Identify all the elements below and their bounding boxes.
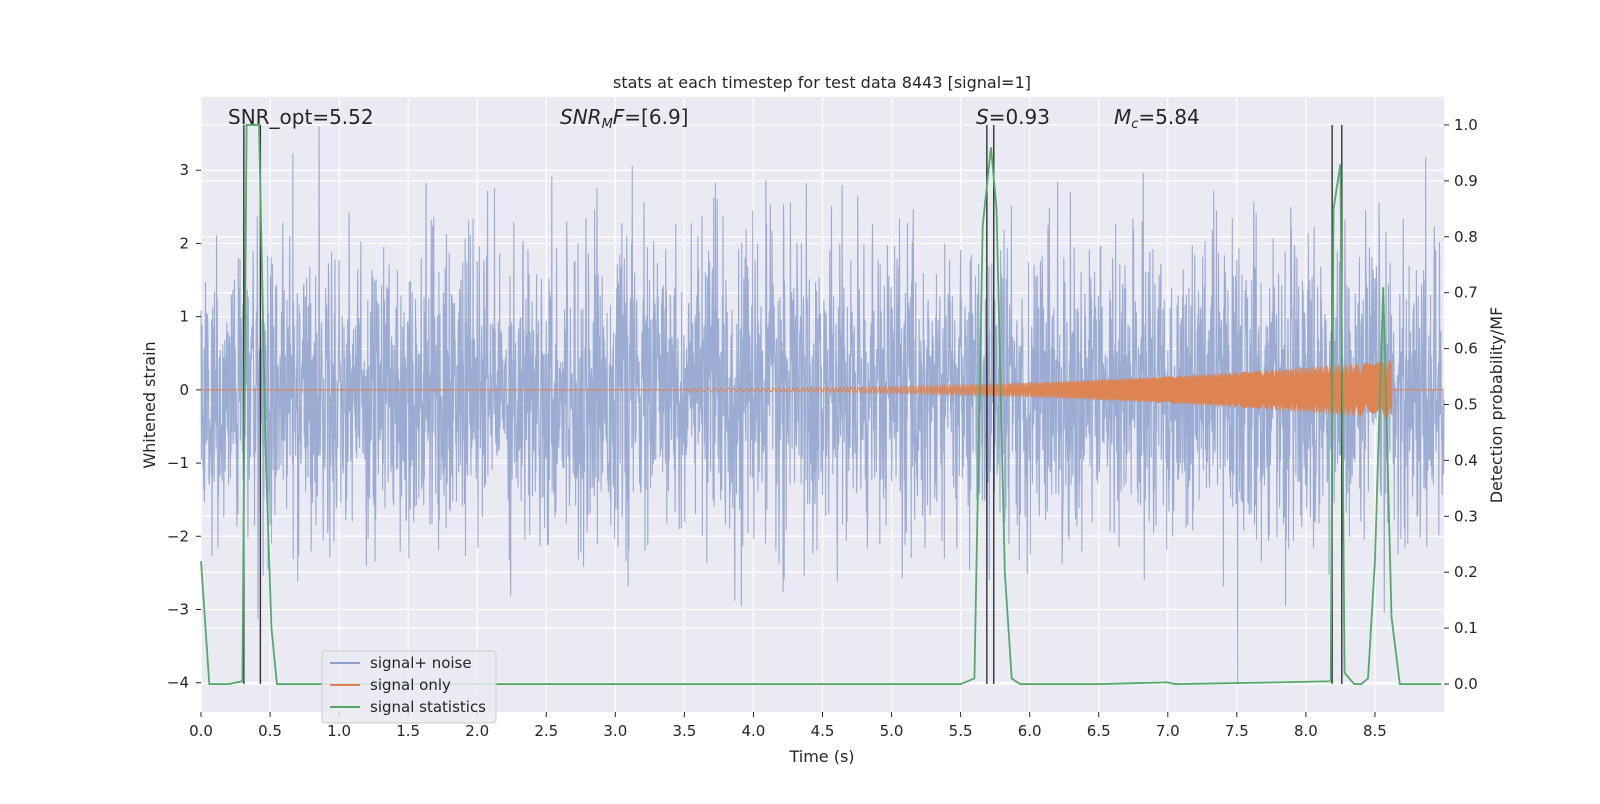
legend-box — [321, 650, 497, 724]
y-right-tick-label: 0.5 — [1454, 396, 1478, 414]
statistics-series-layer — [200, 124, 1442, 685]
annotation-snr-mf-value: =[6.9] — [624, 105, 688, 129]
y-tick-label: 1 — [179, 308, 189, 326]
x-axis-title: Time (s) — [788, 747, 854, 766]
x-tick-label: 2.0 — [465, 722, 489, 740]
y-right-tick-label: 0.3 — [1454, 507, 1478, 525]
x-tick-label: 4.0 — [742, 722, 766, 740]
y-right-axis-title: Detection probability/MF — [1487, 307, 1506, 504]
legend-label-noise: signal+ noise — [370, 654, 472, 672]
y-right-tick-label: 0.8 — [1454, 228, 1478, 246]
axes-layer: 0.0 0.5 1.0 1.5 2.0 2.5 3.0 3.5 4.0 4.5 5.0 5.5 6.0 6… — [167, 116, 1478, 740]
annotation-mc-value: Mc=5.84 — [1114, 105, 1200, 132]
x-tick-label: 3.0 — [603, 722, 627, 740]
y-right-tick-label: 0.4 — [1454, 451, 1478, 469]
y-tick-label: 2 — [179, 234, 189, 252]
y-tick-label: −3 — [167, 601, 189, 619]
annotation-snr-mf-main: SNR — [560, 105, 602, 129]
legend: signal+ noise signal only signal statist… — [321, 650, 497, 724]
x-tick-label: 0.5 — [258, 722, 282, 740]
legend-label-statistics: signal statistics — [370, 698, 486, 716]
y-tick-label: 0 — [179, 381, 189, 399]
x-tick-label: 7.5 — [1225, 722, 1249, 740]
signal-statistics-line — [200, 124, 1442, 685]
annotation-mc-main: M — [1114, 105, 1131, 129]
y-axis-title: Whitened strain — [140, 341, 159, 468]
x-tick-label: 8.0 — [1294, 722, 1318, 740]
annotation-snr-opt: SNR_opt=5.52 — [228, 105, 374, 129]
x-tick-label: 5.0 — [880, 722, 904, 740]
y-tick-label: 3 — [179, 161, 189, 179]
noise-series-line — [200, 126, 1445, 683]
y-right-tick-label: 0.1 — [1454, 619, 1478, 637]
annotation-snr-mf: SNRMF=[6.9] — [560, 105, 688, 132]
y-tick-label: −4 — [167, 674, 189, 692]
y-tick-label: −1 — [167, 454, 189, 472]
x-tick-label: 0.0 — [189, 722, 213, 740]
y-right-tick-label: 0.0 — [1454, 675, 1478, 693]
noise-series-layer — [200, 126, 1445, 683]
chart-title: stats at each timestep for test data 844… — [613, 73, 1031, 92]
y-right-tick-label: 1.0 — [1454, 116, 1478, 134]
annotation-snr-mf-sub: M — [602, 117, 613, 132]
x-tick-label: 1.0 — [327, 722, 351, 740]
annotation-s-value: S=0.93 — [976, 105, 1050, 129]
x-tick-label: 2.5 — [534, 722, 558, 740]
y-tick-label: −2 — [167, 527, 189, 545]
x-tick-label: 6.5 — [1087, 722, 1111, 740]
y-right-tick-label: 0.9 — [1454, 172, 1478, 190]
signal-only-line — [201, 360, 1444, 419]
x-tick-label: 8.5 — [1363, 722, 1387, 740]
annotation-mc-sub: c — [1131, 117, 1138, 132]
annotation-s-text: =0.93 — [989, 105, 1050, 129]
annotation-snr-mf-tail: F — [613, 105, 625, 129]
annotation-mc-text: =5.84 — [1138, 105, 1199, 129]
y-right-tick-label: 0.6 — [1454, 340, 1478, 358]
signal-series-layer — [201, 360, 1444, 419]
annotation-s-main: S — [976, 105, 989, 129]
x-tick-label: 5.5 — [949, 722, 973, 740]
x-tick-label: 1.5 — [396, 722, 420, 740]
x-tick-label: 3.5 — [672, 722, 696, 740]
x-tick-label: 6.0 — [1018, 722, 1042, 740]
y-right-tick-label: 0.7 — [1454, 284, 1478, 302]
y-right-tick-label: 0.2 — [1454, 563, 1478, 581]
x-tick-label: 4.5 — [811, 722, 835, 740]
legend-label-signal: signal only — [370, 676, 451, 694]
x-tick-label: 7.0 — [1156, 722, 1180, 740]
